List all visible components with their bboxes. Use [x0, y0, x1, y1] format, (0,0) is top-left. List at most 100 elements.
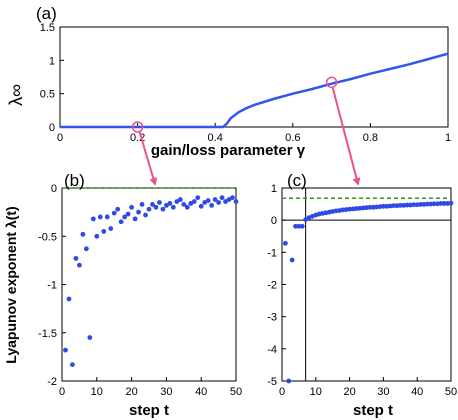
panel-a-ytick-label: 0.5 [40, 89, 55, 101]
panel-b-point [150, 202, 155, 207]
panel-b-ytick-label: 0 [51, 183, 57, 195]
panel-a-xtick-label: 1 [445, 132, 451, 144]
panel-b-point [177, 197, 183, 202]
panel-b-point [104, 214, 110, 220]
panel-c-point [448, 200, 454, 206]
panel-b-point [132, 216, 138, 222]
panel-b-point [122, 214, 128, 220]
panel-c-point [381, 203, 386, 209]
panel-b-point [125, 211, 131, 217]
panel-c-point [438, 201, 444, 206]
panel-a-marker-circle [325, 76, 338, 89]
panel-b-ytick-label: -1.5 [38, 328, 57, 340]
panel-b-point [184, 204, 190, 210]
panel-b-point [157, 200, 162, 205]
panel-a-plot: 0 0.2 0.4 0.6 0.8 100.511.5 [40, 22, 451, 144]
panel-b-point [209, 202, 215, 208]
panel-b-ylabel: Lyapunov exponent λ(t) [3, 206, 19, 363]
arrow-to-panel-b [138, 131, 158, 186]
panel-b-point [230, 195, 235, 201]
panel-b-point [66, 296, 72, 302]
panel-c-ytick-label: -5 [267, 376, 277, 388]
panel-b-point [115, 206, 121, 212]
panel-c-xlabel: step t [353, 402, 393, 419]
panel-c-xtick-label: 40 [411, 386, 423, 398]
panel-b-point [70, 362, 75, 367]
panel-a-xtick-label: 0 [57, 132, 63, 144]
panel-c-ytick-label: 1 [271, 183, 277, 195]
panel-c-xtick-label: 20 [343, 386, 355, 398]
panel-c-point [299, 223, 305, 229]
panel-a-marker-circle [131, 121, 144, 133]
panel-c-point [289, 257, 295, 263]
panel-c-point [431, 201, 437, 207]
panel-c-point [391, 203, 396, 209]
panel-b-point [219, 195, 225, 201]
panel-b-point [212, 197, 218, 202]
panel-c-point [404, 202, 410, 208]
panel-c-point [286, 378, 292, 384]
panel-b-point [136, 209, 141, 215]
panel-a-label: (a) [36, 4, 57, 23]
panel-c-ytick-label: -3 [267, 312, 277, 324]
panel-b-point [216, 200, 222, 205]
panel-c-point [296, 223, 302, 229]
panel-b-point [198, 203, 204, 209]
panel-c-point [424, 201, 430, 207]
panel-b-frame [61, 187, 237, 382]
panel-b-label: (b) [64, 171, 85, 190]
panel-b-point [167, 201, 173, 206]
panel-b-point [153, 204, 159, 210]
panel-a: (a) 0 0.2 0.4 0.6 0.8 100.511.5 gain/loss par… [6, 4, 451, 159]
panel-c-point [293, 223, 298, 229]
panel-a-frame [59, 26, 449, 128]
panel-c-point [367, 204, 373, 210]
arrow-to-panel-c [331, 87, 361, 186]
panel-c-plot: 0 10 20 30 40 50 -5 -4 -3 -2 -1 0 1 [267, 183, 457, 398]
panel-b-ytick-label: -1 [47, 280, 57, 292]
panel-c-point [441, 201, 447, 206]
panel-b-ytick-label: -2 [47, 376, 57, 388]
panel-b-point [191, 199, 197, 204]
panel-b-xtick-label: 0 [59, 386, 65, 398]
panel-b: (b) 0 10 20 30 40 50 -2 -1.5 -1 -0.5 0 step t Lyap… [3, 171, 242, 419]
panel-a-xtick-label: 0.4 [208, 132, 223, 144]
panel-b-point [170, 204, 176, 210]
panel-c-point [411, 202, 417, 208]
panel-b-point [118, 219, 124, 225]
panel-b-point [90, 216, 96, 222]
panel-b-point [101, 229, 107, 234]
panel-b-xtick-label: 40 [195, 386, 207, 398]
panel-b-point [97, 214, 103, 220]
panel-c-ytick-label: -4 [267, 344, 277, 356]
panel-b-xtick-label: 30 [160, 386, 172, 398]
panel-a-xtick-label: 0.6 [285, 132, 300, 144]
panel-b-xtick-label: 10 [91, 386, 103, 398]
panel-b-point [233, 199, 239, 204]
panel-a-xlabel: gain/loss parameter γ [151, 142, 306, 159]
panel-a-ytick-label: 1 [49, 55, 55, 67]
panel-b-point [181, 202, 187, 207]
panel-b-point [139, 202, 145, 207]
panel-a-xtick-label: 0.8 [363, 132, 378, 144]
panel-c-xtick-label: 30 [377, 386, 389, 398]
panel-c-point [418, 202, 423, 207]
panel-c: (c) 0 10 20 30 40 50 -5 -4 -3 -2 -1 0 1 step t [267, 171, 457, 419]
panel-b-point [94, 233, 100, 239]
panel-b-point [129, 204, 135, 210]
panel-b-xtick-label: 50 [230, 386, 242, 398]
panel-b-point [63, 347, 68, 353]
panel-b-point [111, 210, 117, 216]
panel-b-point [83, 246, 89, 252]
panel-b-point [195, 195, 201, 201]
panel-c-label: (c) [287, 171, 307, 190]
panel-b-xtick-label: 20 [125, 386, 137, 398]
panel-c-xtick-label: 50 [445, 386, 457, 398]
panel-a-curve [60, 52, 449, 129]
panel-c-xtick-label: 10 [310, 386, 322, 398]
panel-b-plot: 0 10 20 30 40 50 -2 -1.5 -1 -0.5 0 [38, 183, 242, 398]
panel-b-point [73, 256, 79, 261]
panel-c-ytick-label: -1 [267, 247, 277, 259]
panel-a-ytick-label: 0 [49, 122, 55, 134]
